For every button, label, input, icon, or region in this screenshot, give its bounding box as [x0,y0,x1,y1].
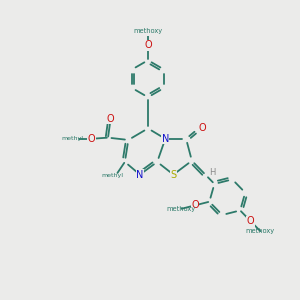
Text: O: O [191,200,199,210]
Text: N: N [136,169,144,180]
Text: O: O [106,114,114,124]
Text: O: O [88,134,95,144]
Text: methoxy: methoxy [246,228,275,234]
Text: O: O [198,123,206,133]
Text: O: O [247,216,254,226]
Text: methyl: methyl [61,136,83,141]
Text: H: H [209,168,215,177]
Text: O: O [144,40,152,50]
Text: methoxy: methoxy [134,28,163,34]
Text: S: S [170,169,176,180]
Text: N: N [162,134,169,144]
Text: methoxy: methoxy [167,206,196,212]
Text: methyl: methyl [101,173,123,178]
